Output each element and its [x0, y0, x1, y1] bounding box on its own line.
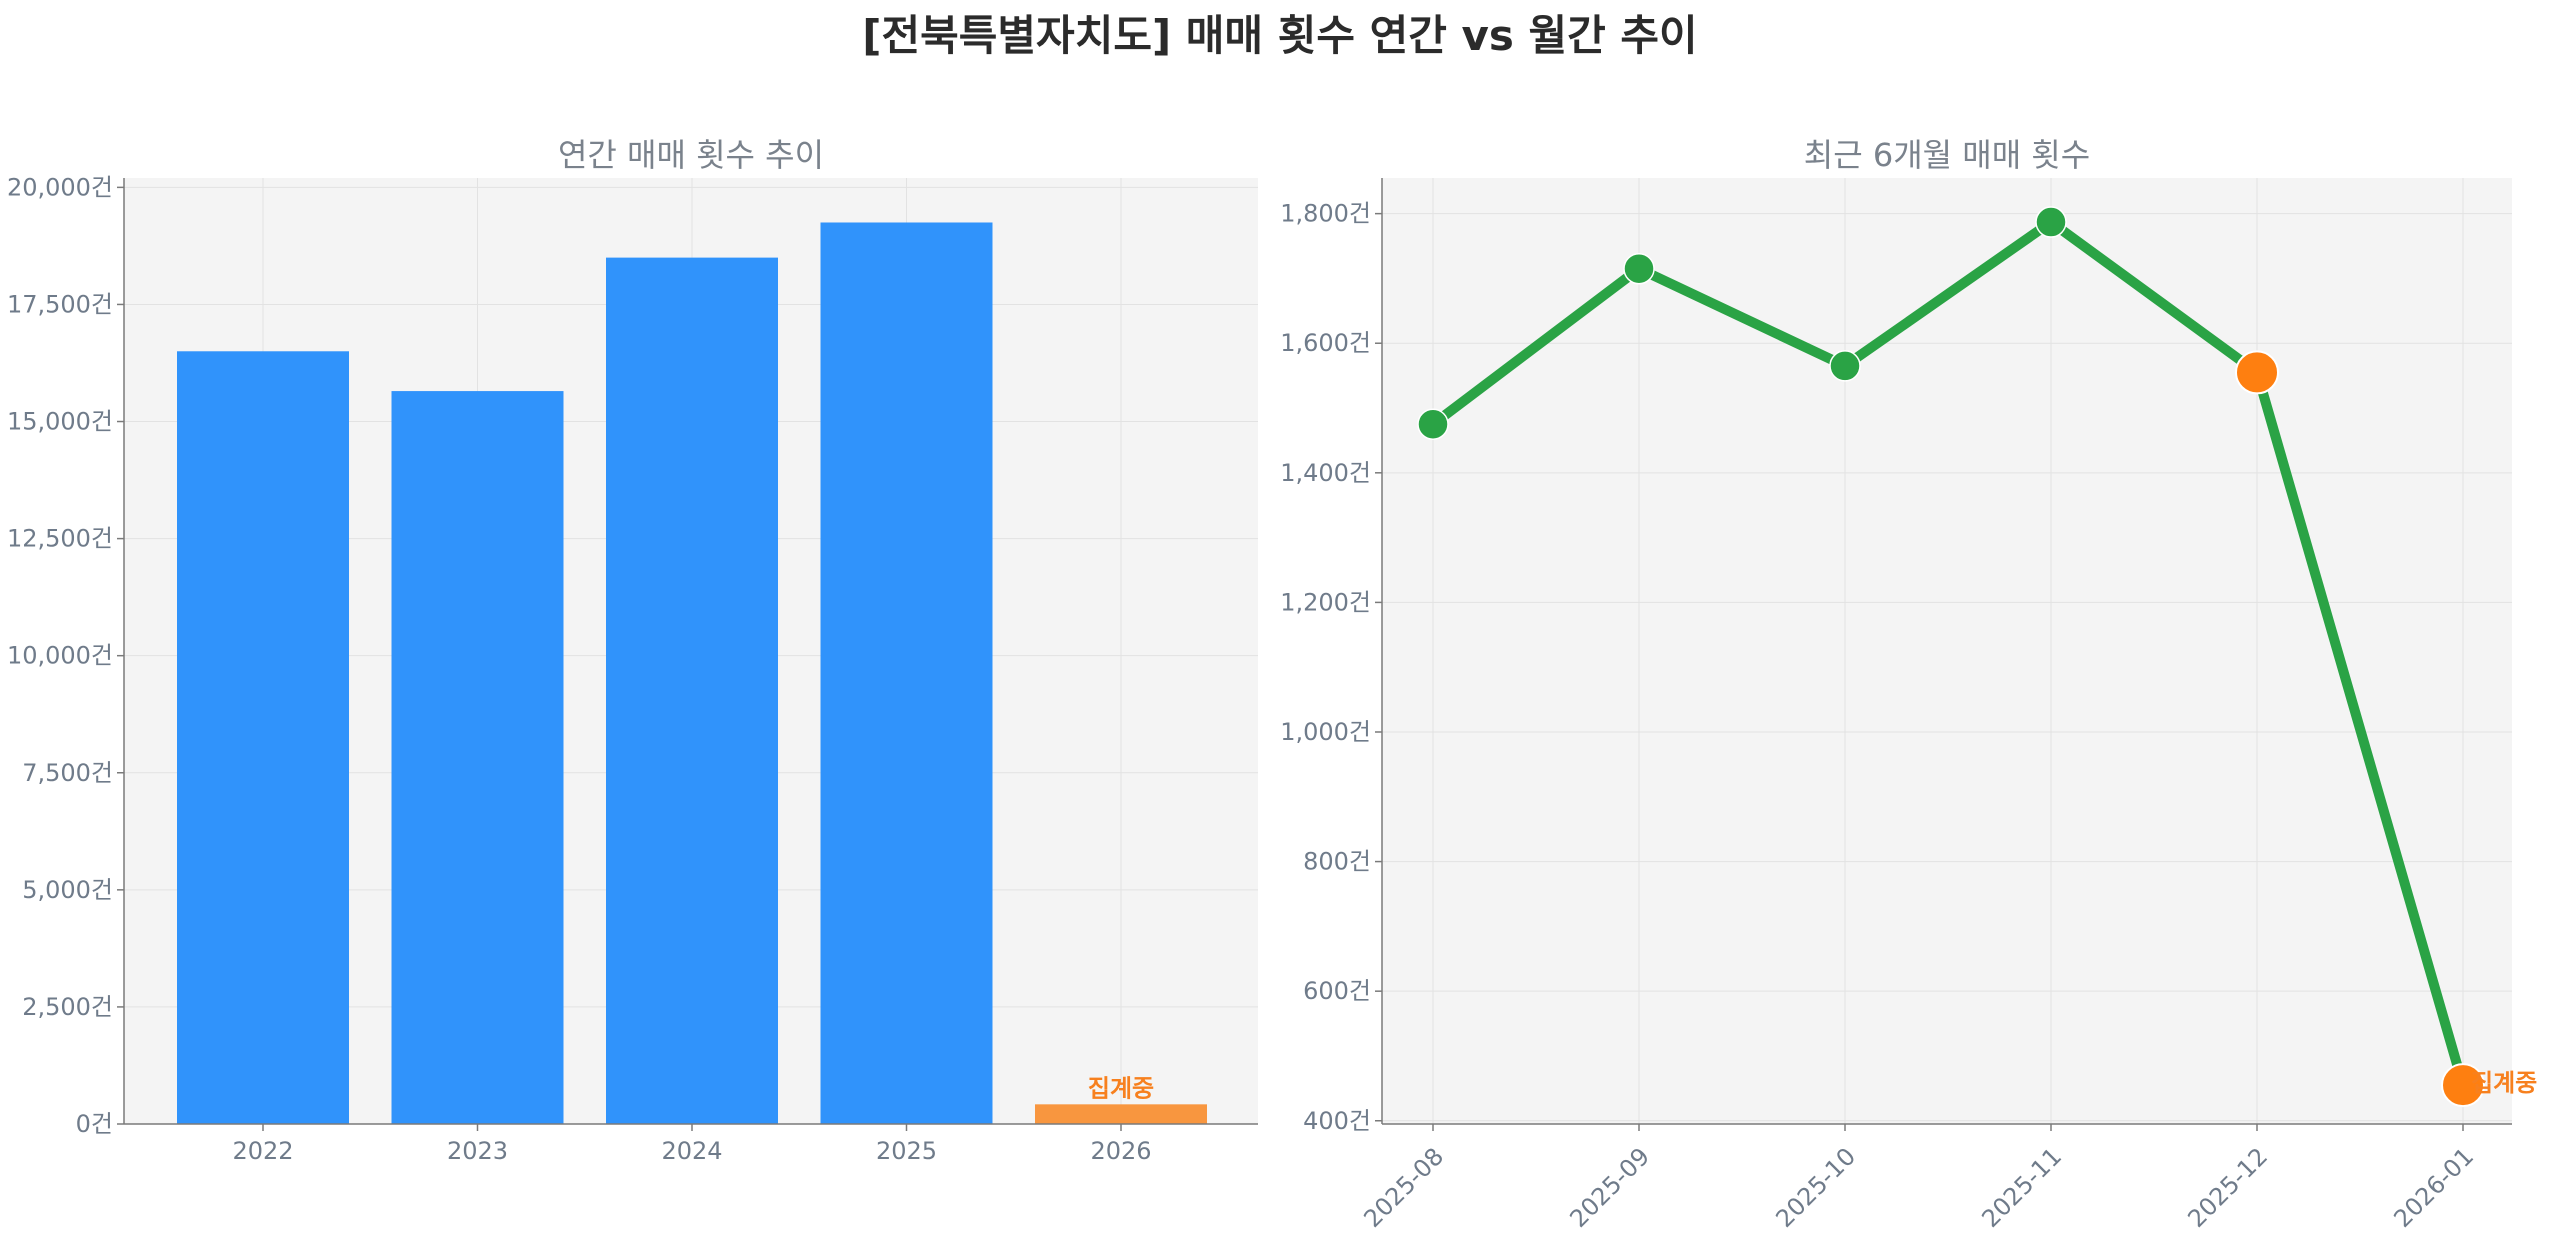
monthly-series-line: [1429, 215, 2468, 1087]
annual-x-tick-label: 2024: [661, 1137, 722, 1165]
annual-bar: [391, 391, 564, 1124]
annual-bar-partial: [1035, 1104, 1207, 1124]
monthly-x-tick-label: 2025-09: [1564, 1142, 1655, 1233]
annual-y-tick-label: 15,000건: [7, 408, 113, 436]
annual-y-tick-label: 20,000건: [7, 173, 113, 201]
monthly-x-tick-label: 2025-12: [2182, 1142, 2273, 1233]
annual-x-tick-label: 2022: [232, 1137, 293, 1165]
monthly-y-tick-label: 600건: [1303, 977, 1371, 1005]
monthly-partial-annotation: 집계중: [2471, 1069, 2537, 1097]
monthly-point-partial: [2235, 350, 2279, 395]
annual-y-tick-label: 0건: [76, 1110, 113, 1138]
annual-bar: [820, 222, 993, 1124]
annual-bar: [606, 257, 778, 1124]
annual-x-tick-label: 2023: [447, 1137, 508, 1165]
annual-x-tick-label: 2025: [876, 1137, 937, 1165]
annual-bar: [177, 351, 349, 1124]
annual-y-tick-label: 5,000건: [22, 876, 113, 904]
monthly-y-tick-label: 1,800건: [1280, 200, 1371, 228]
monthly-y-tick-label: 1,600건: [1280, 329, 1371, 357]
monthly-chart-title: 최근 6개월 매매 횟수: [1804, 136, 2090, 174]
monthly-y-tick-label: 1,400건: [1280, 459, 1371, 487]
main-title: [전북특별자치도] 매매 횟수 연간 vs 월간 추이: [862, 11, 1698, 60]
monthly-x-tick-label: 2025-11: [1976, 1142, 2067, 1233]
monthly-y-tick-label: 1,200건: [1280, 588, 1371, 616]
monthly-point: [1623, 252, 1655, 285]
monthly-y-tick-label: 800건: [1303, 848, 1371, 876]
annual-y-tick-label: 2,500건: [22, 993, 113, 1021]
monthly-point: [1417, 408, 1449, 440]
annual-chart-title: 연간 매매 횟수 추이: [558, 136, 824, 174]
annual-partial-annotation: 집계중: [1088, 1074, 1154, 1102]
monthly-x-tick-label: 2025-08: [1358, 1142, 1449, 1233]
monthly-plot-area: [1382, 178, 2512, 1124]
monthly-y-tick-label: 400건: [1303, 1107, 1371, 1135]
monthly-point: [1829, 350, 1861, 382]
monthly-point: [2035, 206, 2067, 238]
annual-y-tick-label: 17,500건: [7, 290, 113, 318]
monthly-y-tick-label: 1,000건: [1280, 718, 1371, 746]
annual-x-tick-label: 2026: [1090, 1137, 1151, 1165]
monthly-x-tick-label: 2026-01: [2388, 1142, 2479, 1233]
monthly-point-partial: [2441, 1063, 2485, 1108]
annual-y-tick-label: 12,500건: [7, 525, 113, 553]
annual-y-tick-label: 10,000건: [7, 642, 113, 670]
annual-y-tick-label: 7,500건: [22, 759, 113, 787]
monthly-x-tick-label: 2025-10: [1770, 1142, 1861, 1233]
